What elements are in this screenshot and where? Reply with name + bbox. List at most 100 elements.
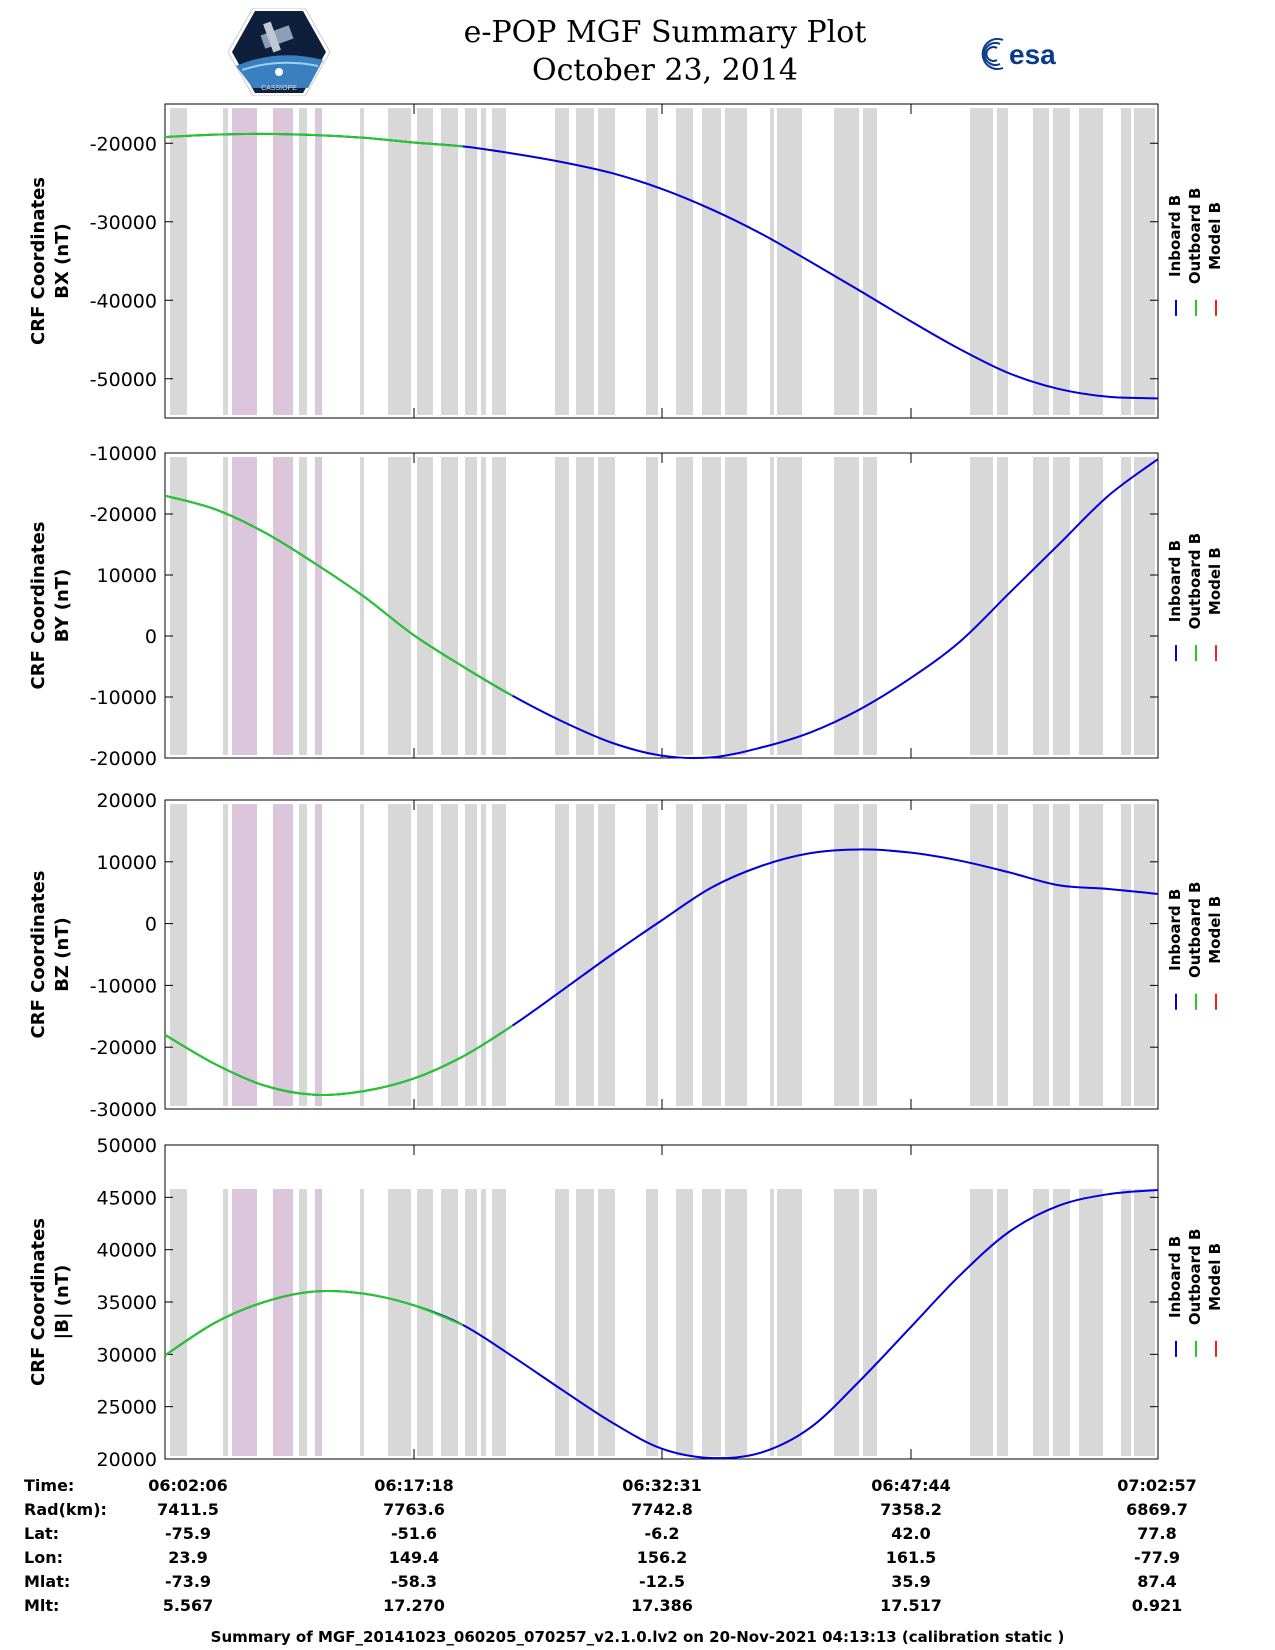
data-gap-band (770, 457, 774, 755)
data-gap-band (417, 1189, 433, 1456)
info-value: -6.2 (644, 1524, 680, 1543)
plot-frame (164, 1144, 1159, 1460)
data-gap-band (777, 457, 802, 755)
data-gap-band (598, 1189, 615, 1456)
data-gap-band (834, 1189, 859, 1456)
data-gap-band (555, 457, 569, 755)
data-gap-band (725, 804, 747, 1106)
info-value: 7358.2 (880, 1500, 942, 1519)
data-gap-band (465, 804, 477, 1106)
info-value: 35.9 (891, 1572, 931, 1591)
data-gap-band (315, 1189, 322, 1456)
outboard-b-line (164, 494, 514, 697)
info-row-label: Lat: (24, 1524, 60, 1543)
data-gap-band (360, 804, 364, 1106)
data-gap-band (555, 1189, 569, 1456)
plot-frame (164, 452, 1159, 759)
plot-frame (164, 799, 1159, 1110)
info-value: 6869.7 (1126, 1500, 1188, 1519)
data-gap-band (777, 108, 802, 415)
chart-panel-2: -10000 -20000 10000 0 -10000 -20000 CRF Coordi… (28, 443, 1224, 770)
y-tick-label: -10000 (90, 687, 157, 709)
data-gap-band (417, 457, 433, 755)
plot-title: e-POP MGF Summary Plot October 23, 2014 (390, 14, 940, 90)
title-line-2: October 23, 2014 (532, 53, 798, 88)
y-tick-label: -20000 (90, 1037, 157, 1059)
info-value: 17.517 (880, 1596, 942, 1615)
y-axis-title-line1: CRF Coordinates (28, 871, 49, 1039)
data-gap-band (481, 1189, 486, 1456)
y-tick-label: 10000 (97, 565, 157, 587)
data-gap-band (299, 457, 307, 755)
y-tick-label: 20000 (97, 790, 157, 812)
data-gap-band (598, 108, 615, 415)
data-gap-band (970, 457, 993, 755)
data-gap-band (232, 108, 257, 415)
data-gap-band (170, 1189, 187, 1456)
data-gap-band (576, 457, 594, 755)
info-value: 23.9 (168, 1548, 208, 1567)
info-value: 87.4 (1137, 1572, 1177, 1591)
data-gap-band (1079, 804, 1103, 1106)
info-value: -51.6 (390, 1524, 438, 1543)
model-b-line (164, 458, 1159, 759)
info-value: 0.921 (1131, 1596, 1183, 1615)
info-row: Rad(km): 7411.5 7763.6 7742.8 7358.2 6869.7 (0, 1500, 1275, 1524)
title-line-1: e-POP MGF Summary Plot (463, 15, 867, 50)
data-gap-band (170, 108, 187, 415)
data-gap-band (492, 457, 506, 755)
data-gap-band (646, 457, 658, 755)
inboard-b-line (164, 1189, 1159, 1460)
data-gap-band (441, 1189, 458, 1456)
data-gap-band (273, 457, 293, 755)
info-value: 149.4 (388, 1548, 440, 1567)
legend-label: Model B (1206, 547, 1224, 615)
plot-frame (164, 103, 1159, 419)
inboard-b-line (164, 132, 1159, 400)
info-row-label: Mlat: (24, 1572, 71, 1591)
y-tick-label: 35000 (97, 1292, 157, 1314)
data-gap-band (388, 457, 411, 755)
data-gap-band (1134, 108, 1155, 415)
data-gap-band (1121, 108, 1131, 415)
data-gap-band (441, 108, 458, 415)
data-gap-band (676, 457, 693, 755)
legend-label: Model B (1206, 1243, 1224, 1311)
legend-label: Outboard B (1186, 188, 1204, 285)
orbit-info-table: Time: 06:02:06 06:17:18 06:32:31 06:47:44 07:… (0, 1466, 1275, 1615)
data-gap-band (970, 108, 993, 415)
data-gap-band (492, 1189, 506, 1456)
info-row: Lat: -75.9 -51.6 -6.2 42.0 77.8 (0, 1524, 1275, 1548)
data-gap-band (299, 1189, 307, 1456)
model-b-line (164, 848, 1159, 1096)
data-gap-band (576, 1189, 594, 1456)
data-gap-band (273, 108, 293, 415)
info-value: -77.9 (1133, 1548, 1181, 1567)
data-gap-band (702, 1189, 721, 1456)
inboard-b-line (164, 458, 1159, 760)
data-gap-band (777, 1189, 802, 1456)
data-gap-band (1121, 1189, 1131, 1456)
inboard-b-line (164, 848, 1159, 1097)
data-gap-band (863, 108, 877, 415)
cassiope-logo: CASSIOPE (228, 8, 330, 96)
outboard-b-line (164, 132, 463, 148)
data-gap-band (676, 108, 693, 415)
data-gap-band (1079, 1189, 1103, 1456)
y-tick-label: -10000 (90, 975, 157, 997)
info-value: -75.9 (164, 1524, 212, 1543)
data-gap-band (1079, 457, 1103, 755)
data-gap-band (232, 804, 257, 1106)
data-gap-band (997, 1189, 1008, 1456)
data-gap-band (997, 457, 1008, 755)
data-gap-band (441, 804, 458, 1106)
data-gap-band (388, 804, 411, 1106)
data-gap-band (465, 1189, 477, 1456)
model-b-line (164, 133, 1159, 400)
data-gap-band (315, 108, 322, 415)
data-gap-band (299, 108, 307, 415)
info-row: Time: 06:02:06 06:17:18 06:32:31 06:47:44 07:… (0, 1476, 1275, 1500)
data-gap-band (1079, 108, 1103, 415)
y-tick-label: -50000 (90, 369, 157, 391)
data-gap-band (360, 108, 364, 415)
